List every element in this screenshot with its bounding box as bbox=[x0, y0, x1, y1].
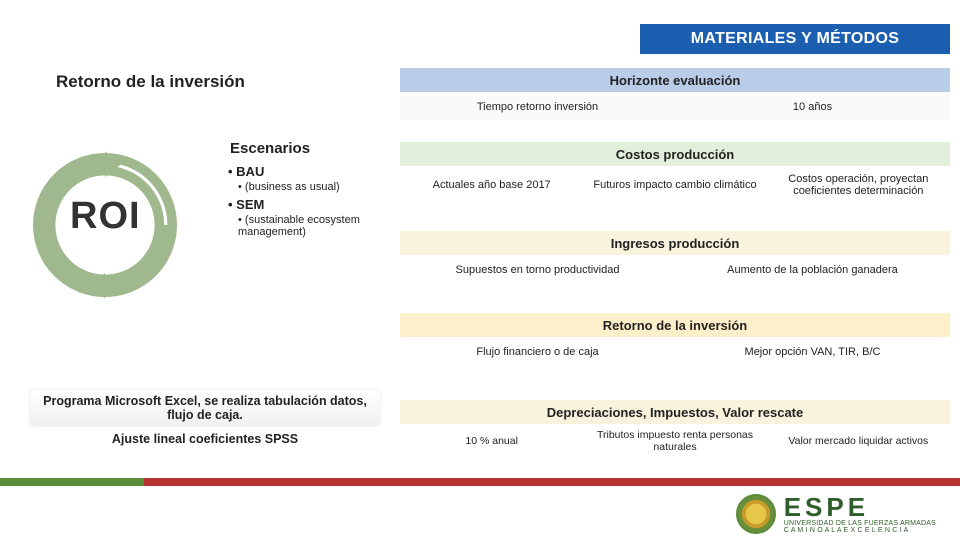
depr-cell-anual: 10 % anual bbox=[400, 424, 583, 458]
spss-note: Ajuste lineal coeficientes SPSS bbox=[30, 432, 380, 446]
block-depreciaciones-title: Depreciaciones, Impuestos, Valor rescate bbox=[400, 400, 950, 424]
escenarios-list: BAU (business as usual) SEM (sustainable… bbox=[220, 162, 390, 242]
escenarios-heading: Escenarios bbox=[230, 140, 310, 157]
bau-subtext: (business as usual) bbox=[238, 181, 390, 193]
footer-logo: ESPE UNIVERSIDAD DE LAS FUERZAS ARMADAS … bbox=[730, 494, 942, 534]
depr-cell-tributos: Tributos impuesto renta personas natural… bbox=[583, 424, 766, 458]
block-horizonte-title: Horizonte evaluación bbox=[400, 68, 950, 92]
header-tab: MATERIALES Y MÉTODOS bbox=[640, 24, 950, 54]
depr-cell-mercado: Valor mercado liquidar activos bbox=[767, 424, 950, 458]
block-ingresos-title: Ingresos producción bbox=[400, 231, 950, 255]
espe-line1: UNIVERSIDAD DE LAS FUERZAS ARMADAS bbox=[784, 520, 936, 527]
block-costos-title: Costos producción bbox=[400, 142, 950, 166]
costos-cell-futuros: Futuros impacto cambio climático bbox=[583, 166, 766, 204]
espe-seal-icon bbox=[736, 494, 776, 534]
sem-item: SEM bbox=[228, 197, 390, 212]
espe-brand: ESPE bbox=[784, 494, 936, 520]
retorno-cell-van: Mejor opción VAN, TIR, B/C bbox=[675, 337, 950, 367]
block-retorno-title: Retorno de la inversión bbox=[400, 313, 950, 337]
retorno-cell-flujo: Flujo financiero o de caja bbox=[400, 337, 675, 367]
horizonte-cell-anios: 10 años bbox=[675, 92, 950, 120]
block-costos: Costos producción Actuales año base 2017… bbox=[400, 142, 950, 204]
program-note: Programa Microsoft Excel, se realiza tab… bbox=[30, 390, 380, 426]
roi-label: ROI bbox=[70, 195, 141, 238]
sem-subtext: (sustainable ecosystem management) bbox=[238, 214, 390, 238]
section-title: Retorno de la inversión bbox=[56, 72, 245, 92]
ingresos-cell-supuestos: Supuestos en torno productividad bbox=[400, 255, 675, 285]
bau-item: BAU bbox=[228, 164, 390, 179]
ingresos-cell-aumento: Aumento de la población ganadera bbox=[675, 255, 950, 285]
block-retorno: Retorno de la inversión Flujo financiero… bbox=[400, 313, 950, 367]
costos-cell-operacion: Costos operación, proyectan coeficientes… bbox=[767, 166, 950, 204]
espe-line2: C A M I N O A L A E X C E L E N C I A bbox=[784, 527, 936, 534]
block-depreciaciones: Depreciaciones, Impuestos, Valor rescate… bbox=[400, 400, 950, 458]
block-horizonte: Horizonte evaluación Tiempo retorno inve… bbox=[400, 68, 950, 120]
horizonte-cell-tiempo: Tiempo retorno inversión bbox=[400, 92, 675, 120]
block-ingresos: Ingresos producción Supuestos en torno p… bbox=[400, 231, 950, 285]
costos-cell-actuales: Actuales año base 2017 bbox=[400, 166, 583, 204]
footer-stripe bbox=[0, 478, 960, 486]
